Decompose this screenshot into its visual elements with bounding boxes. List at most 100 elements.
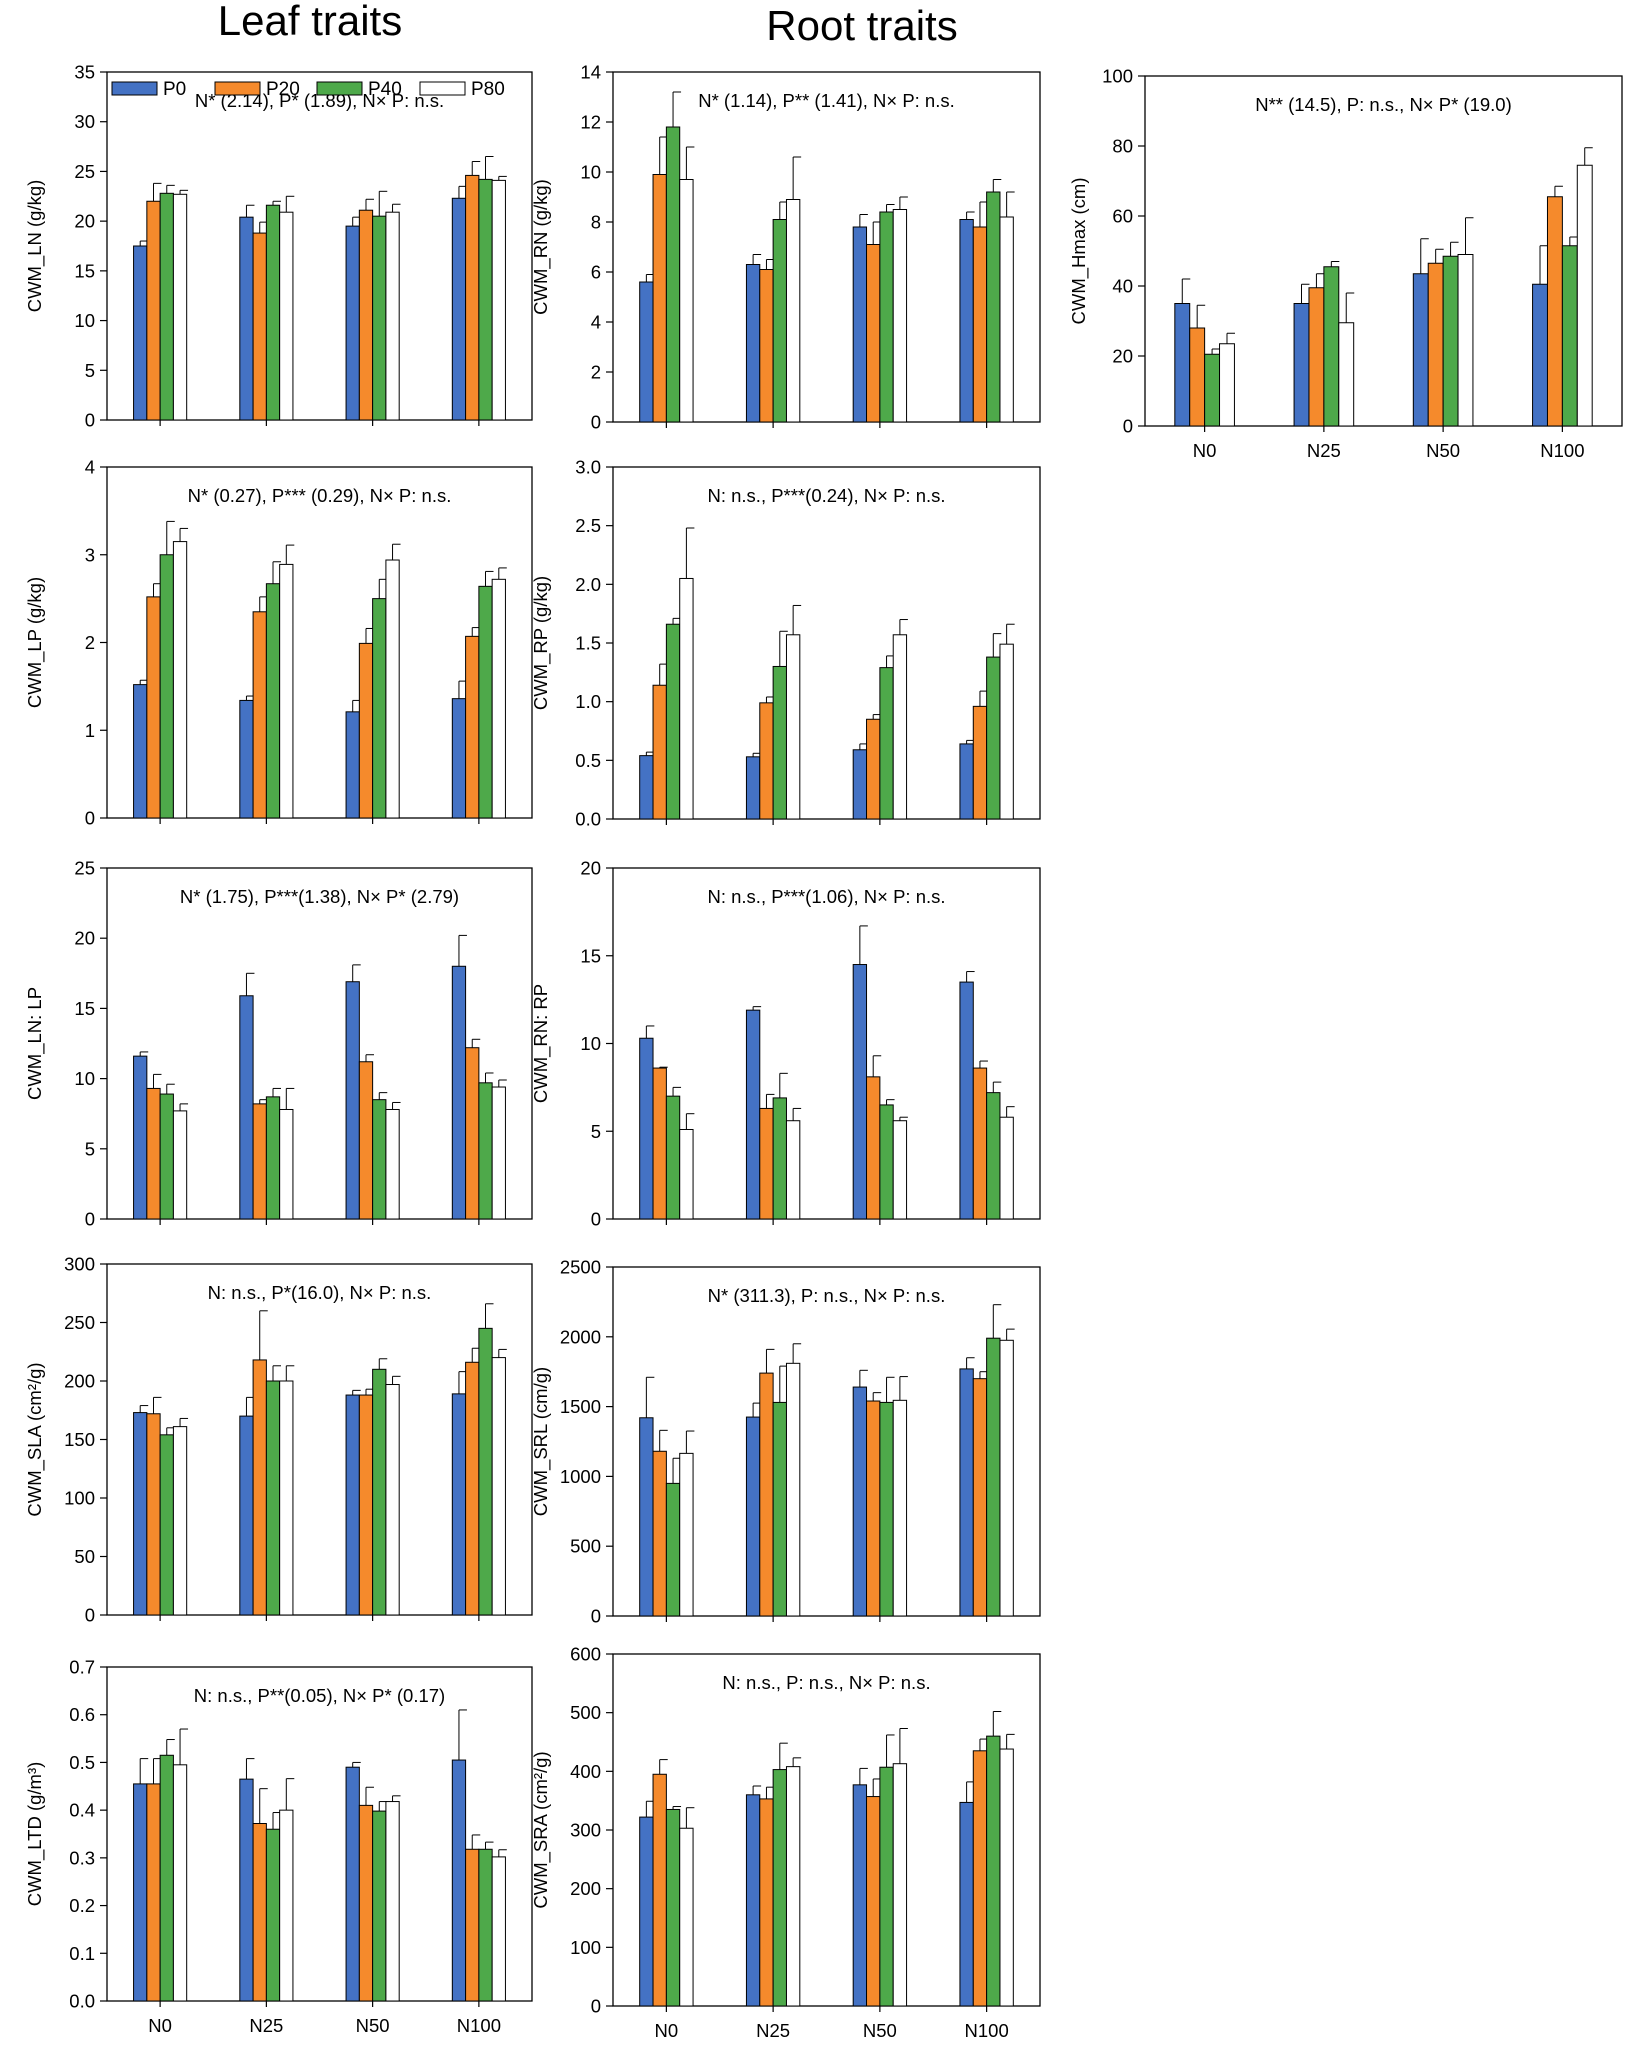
y-tick-label: 0.4 [69,1800,95,1821]
bar-P80-N25 [279,1809,294,2002]
plot-frame [612,71,1041,423]
y-tick-label: 0 [1123,416,1133,437]
bar-P20-N25 [759,702,774,820]
stats-annotation: N: n.s., P**(0.05), N× P* (0.17) [194,1685,445,1706]
bar-P80-N50 [385,1108,400,1220]
legend-swatch-P80 [419,81,466,96]
y-tick-label: 0.0 [575,809,601,830]
bar-P40-N25 [265,1380,281,1616]
bar-P80-N0 [679,1452,694,1617]
stats-annotation: N* (0.27), P*** (0.29), N× P: n.s. [188,485,452,506]
bar-P20-N100 [972,1750,988,2007]
stats-annotation: N* (1.14), P** (1.41), N× P: n.s. [698,90,955,111]
legend-swatch-P0 [111,81,158,96]
bar-P0-N25 [745,1009,761,1220]
y-tick-label: 5 [591,1121,601,1142]
y-tick-label: 0.5 [575,750,601,771]
bar-P40-N50 [879,667,894,820]
bar-P20-N25 [252,1823,267,2002]
bar-P0-N100 [451,965,467,1220]
bar-P40-N50 [372,1099,387,1220]
bar-P80-N100 [491,1856,506,2002]
bar-P20-N50 [358,209,374,421]
bar-P20-N0 [146,1413,161,1616]
y-tick-label: 2 [591,362,601,383]
legend-label-P40: P40 [368,79,402,100]
bar-P80-N25 [279,563,294,819]
bar-P0-N0 [639,1417,654,1617]
bar-P0-N0 [639,281,654,423]
x-tick-label: N0 [655,2020,679,2041]
bar-P80-N0 [172,1110,188,1220]
bar-P80-N100 [999,643,1014,820]
chart-srl: 0 500 1000 1500 2000 2500 CWM_SRL (cm/g) N* (31… [530,1257,1041,1627]
bar-P0-N50 [345,225,360,421]
bar-P20-N50 [866,1796,881,2007]
y-tick-label: 3.0 [575,457,601,478]
bar-P20-N25 [252,232,267,421]
y-tick-label: 0 [591,1996,601,2017]
bar-P40-N50 [879,1766,894,2007]
bar-P40-N0 [665,623,681,820]
bar-P0-N50 [852,964,868,1220]
chart-sra: 0 100 200 300 400 500 600 CWM_SRA (cm²/g) N: n.s… [530,1644,1041,2041]
bar-P40-N0 [665,1808,681,2007]
bar-P0-N0 [133,1055,148,1220]
y-tick-label: 0 [85,808,95,829]
bar-P20-N0 [1189,327,1206,427]
bar-P80-N0 [172,193,188,421]
chart-rnrp: 0 5 10 15 20 CWM_RN: RP N: n.s., P***(1.06), N… [530,858,1041,1230]
bar-P20-N25 [252,1359,267,1616]
bar-P0-N25 [239,1415,254,1616]
bar-P20-N100 [972,226,988,423]
y-tick-label: 300 [570,1820,601,1841]
bar-P80-N25 [279,211,294,421]
bar-P0-N100 [959,981,974,1220]
bar-P80-N25 [785,1766,801,2007]
y-tick-label: 35 [74,62,95,83]
y-tick-label: 200 [64,1371,95,1392]
bar-P0-N25 [239,216,254,421]
y-tick-label: 0 [85,1605,95,1626]
y-tick-label: 2.5 [575,515,601,536]
y-tick-label: 15 [74,998,95,1019]
bar-P0-N25 [745,1794,761,2007]
y-tick-label: 20 [74,928,95,949]
chart-hmax: 0 20 40 60 80 100 CWM_Hmax (cm) N** (14.5), P: … [1068,66,1623,461]
chart-rp: 0.0 0.5 1.0 1.5 2.0 2.5 3.0 CWM_RP (g/kg) N: n.s… [530,457,1041,830]
bar-P80-N0 [679,1128,694,1220]
bar-P0-N100 [451,698,467,819]
y-tick-label: 15 [74,260,95,281]
y-tick-label: 3 [85,544,95,565]
y-tick-label: 10 [74,310,95,331]
bar-P0-N50 [852,1784,868,2007]
bar-P80-N50 [892,209,908,423]
legend-swatch-P20 [214,81,261,96]
bar-P80-N0 [679,577,694,820]
y-tick-label: 400 [570,1761,601,1782]
y-tick-label: 0.5 [69,1752,95,1773]
y-tick-label: 0 [591,412,601,433]
y-tick-label: 0 [591,1606,601,1627]
y-axis-label: CWM_RP (g/kg) [530,576,552,710]
x-tick-label: N25 [249,2015,283,2036]
bar-P80-N50 [385,1801,400,2002]
bar-P0-N0 [639,1816,654,2007]
y-axis-label: CWM_SLA (cm²/g) [24,1362,46,1516]
bar-P40-N50 [1442,255,1459,427]
y-tick-label: 60 [1112,206,1133,227]
bar-P20-N50 [866,244,881,423]
bar-P80-N0 [679,179,694,423]
bar-P20-N100 [972,705,988,820]
stats-annotation: N: n.s., P***(1.06), N× P: n.s. [707,886,945,907]
bar-P40-N50 [879,1104,894,1220]
bar-P20-N25 [759,1798,774,2007]
bar-P40-N0 [1204,353,1221,427]
bar-P20-N50 [358,642,374,819]
x-tick-label: N25 [756,2020,790,2041]
y-axis-label: CWM_LTD (g/m³) [24,1762,46,1907]
bar-P40-N100 [986,1092,1001,1220]
y-tick-label: 1 [85,720,95,741]
y-tick-label: 4 [85,457,95,478]
